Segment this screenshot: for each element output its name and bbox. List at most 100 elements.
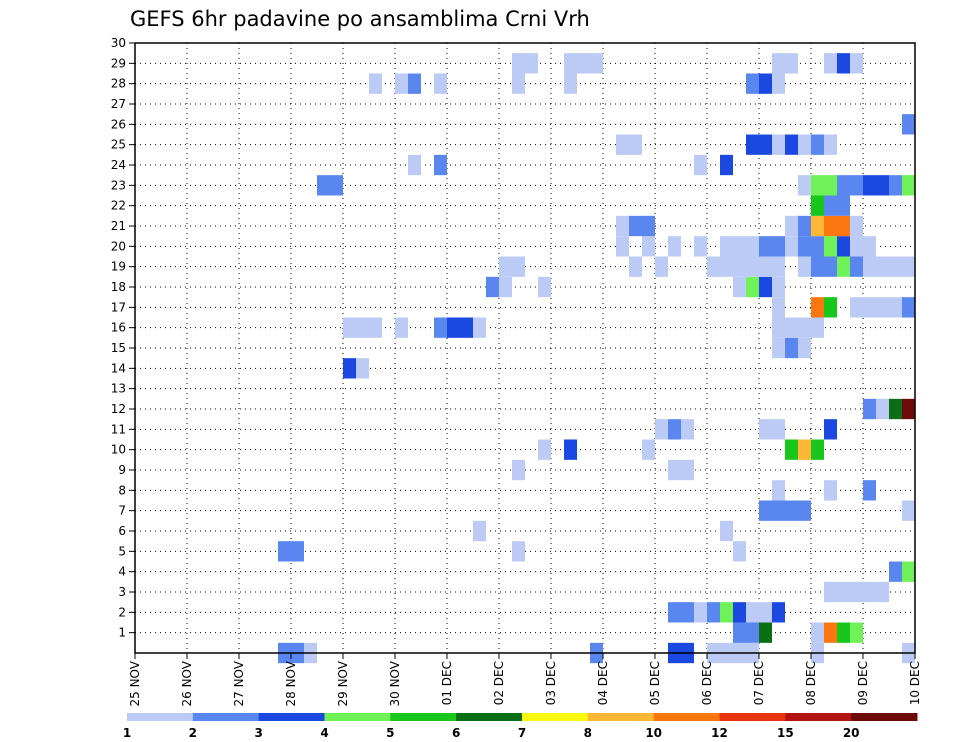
x-tick-label: 25 NOV — [128, 660, 142, 706]
y-tick-label: 2 — [118, 605, 126, 619]
heatmap-cell — [681, 419, 694, 440]
heatmap-cell — [707, 256, 720, 277]
heatmap-cell — [395, 317, 408, 338]
heatmap-cell — [616, 134, 629, 155]
y-tick-label: 22 — [111, 199, 126, 213]
y-tick-label: 20 — [111, 239, 126, 253]
x-tick-label: 26 NOV — [180, 660, 194, 706]
y-tick-label: 24 — [111, 158, 126, 172]
y-tick-label: 30 — [111, 36, 126, 50]
colorbar-segment — [653, 713, 720, 721]
heatmap-cell — [746, 73, 759, 94]
heatmap-cell — [889, 398, 902, 420]
x-tick-label: 03 DEC — [544, 661, 558, 705]
heatmap-cell — [876, 297, 889, 318]
heatmap-cell — [642, 439, 655, 460]
y-axis-labels: 1234567891011121314151617181920212223242… — [111, 36, 126, 640]
colorbar-label: 6 — [452, 726, 460, 740]
colorbar-segment — [719, 713, 786, 721]
heatmap-cell — [408, 73, 421, 94]
heatmap-cell — [356, 317, 369, 338]
x-tick-label: 09 DEC — [856, 661, 870, 705]
heatmap-cell — [629, 215, 642, 237]
heatmap-cell — [850, 256, 863, 277]
heatmap-cell — [343, 358, 356, 379]
heatmap-cell — [876, 398, 889, 420]
heatmap-cell — [434, 317, 447, 338]
colorbar-label: 5 — [386, 726, 394, 740]
x-tick-label: 10 DEC — [908, 661, 922, 705]
heatmap-cell — [668, 602, 681, 623]
heatmap-cell — [681, 602, 694, 623]
heatmap-cell — [811, 215, 824, 237]
x-tick-label: 02 DEC — [492, 661, 506, 705]
heatmap-cell — [759, 256, 772, 277]
heatmap-cell — [694, 236, 707, 257]
heatmap-cell — [798, 256, 811, 277]
heatmap-cell — [850, 215, 863, 237]
y-tick-label: 13 — [111, 382, 126, 396]
heatmap-cell — [798, 500, 811, 521]
heatmap-cell — [733, 602, 746, 623]
heatmap-cell — [460, 317, 473, 338]
y-tick-label: 7 — [118, 504, 126, 518]
heatmap-cell — [837, 175, 850, 196]
heatmap-cell — [772, 53, 785, 74]
heatmap-cell — [772, 500, 785, 521]
heatmap-cell — [811, 175, 824, 196]
heatmap-cell — [772, 256, 785, 277]
heatmap-cell — [863, 236, 876, 257]
heatmap-cell — [408, 154, 421, 176]
heatmap-cells — [278, 53, 915, 664]
x-tick-label: 08 DEC — [804, 661, 818, 705]
x-tick-label: 06 DEC — [700, 661, 714, 705]
heatmap-cell — [746, 622, 759, 643]
heatmap-cell — [330, 175, 343, 196]
chart-title: GEFS 6hr padavine po ansamblima Crni Vrh — [130, 7, 590, 31]
heatmap-cell — [655, 419, 668, 440]
heatmap-cell — [668, 236, 681, 257]
x-tick-label: 04 DEC — [596, 661, 610, 705]
heatmap-cell — [772, 297, 785, 318]
y-tick-label: 29 — [111, 56, 126, 70]
heatmap-cell — [863, 581, 876, 603]
x-tick-label: 30 NOV — [388, 660, 402, 706]
heatmap-cell — [499, 256, 512, 277]
heatmap-cell — [733, 276, 746, 298]
colorbar: 1 2 3 4 5 6 7 8 10 12 15 20 — [123, 713, 918, 740]
heatmap-cell — [278, 541, 291, 562]
heatmap-cell — [798, 337, 811, 359]
y-tick-label: 5 — [118, 544, 126, 558]
colorbar-segment — [192, 713, 260, 721]
heatmap-cell — [733, 622, 746, 643]
heatmap-cell — [772, 317, 785, 338]
heatmap-cell — [824, 581, 837, 603]
y-tick-label: 3 — [118, 585, 126, 599]
heatmap-cell — [902, 297, 915, 318]
y-tick-label: 17 — [111, 300, 126, 314]
heatmap-cell — [772, 236, 785, 257]
heatmap-cell — [564, 73, 577, 94]
x-tick-label: 05 DEC — [648, 661, 662, 705]
heatmap-cell — [681, 459, 694, 481]
heatmap-cell — [759, 134, 772, 155]
colorbar-segment — [456, 713, 523, 721]
y-tick-label: 25 — [111, 138, 126, 152]
heatmap-cell — [512, 459, 525, 481]
colorbar-segment — [785, 713, 852, 721]
heatmap-cell — [746, 256, 759, 277]
heatmap-cell — [902, 398, 915, 420]
y-tick-label: 19 — [111, 260, 126, 274]
heatmap-cell — [902, 114, 915, 135]
heatmap-cell — [564, 439, 577, 460]
y-tick-label: 6 — [118, 524, 126, 538]
heatmap-cell — [811, 622, 824, 643]
colorbar-label: 4 — [320, 726, 328, 740]
heatmap-cell — [577, 53, 590, 74]
heatmap-cell — [837, 256, 850, 277]
heatmap-cell — [837, 622, 850, 643]
heatmap-cell — [564, 53, 577, 74]
colorbar-segment — [851, 713, 918, 721]
heatmap-cell — [369, 73, 382, 94]
heatmap-cell — [785, 439, 798, 460]
